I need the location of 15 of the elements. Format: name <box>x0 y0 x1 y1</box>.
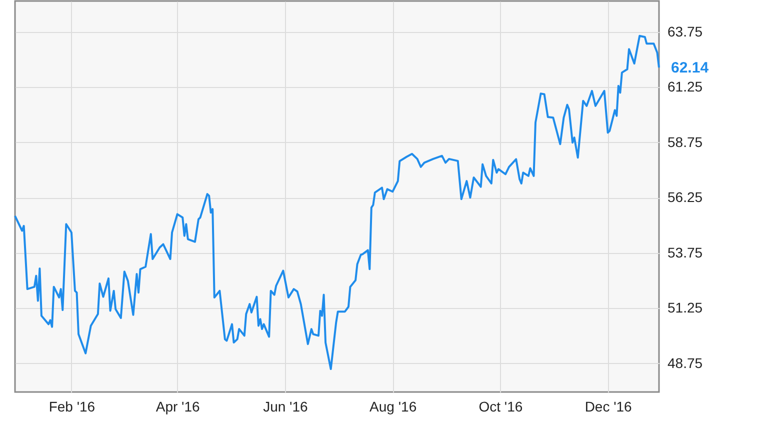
y-tick-label: 51.25 <box>668 300 703 316</box>
x-tick-label: Dec '16 <box>584 398 632 414</box>
y-tick-label: 63.75 <box>668 23 703 40</box>
y-tick-label: 61.25 <box>668 78 703 95</box>
x-tick-label: Feb '16 <box>48 398 96 414</box>
x-tick-label: Jun '16 <box>263 398 308 414</box>
x-tick-label: Oct '16 <box>478 398 523 414</box>
y-tick-label: 56.25 <box>668 189 703 206</box>
annotation: 62.14 <box>671 59 710 76</box>
line-series <box>14 34 660 370</box>
x-tick-label: Aug '16 <box>370 398 417 414</box>
y-tick-label: 48.75 <box>668 354 703 371</box>
y-tick-label: 53.75 <box>668 244 703 260</box>
x-tick-label: Apr '16 <box>156 398 200 414</box>
y-tick-label: 58.75 <box>668 134 703 150</box>
